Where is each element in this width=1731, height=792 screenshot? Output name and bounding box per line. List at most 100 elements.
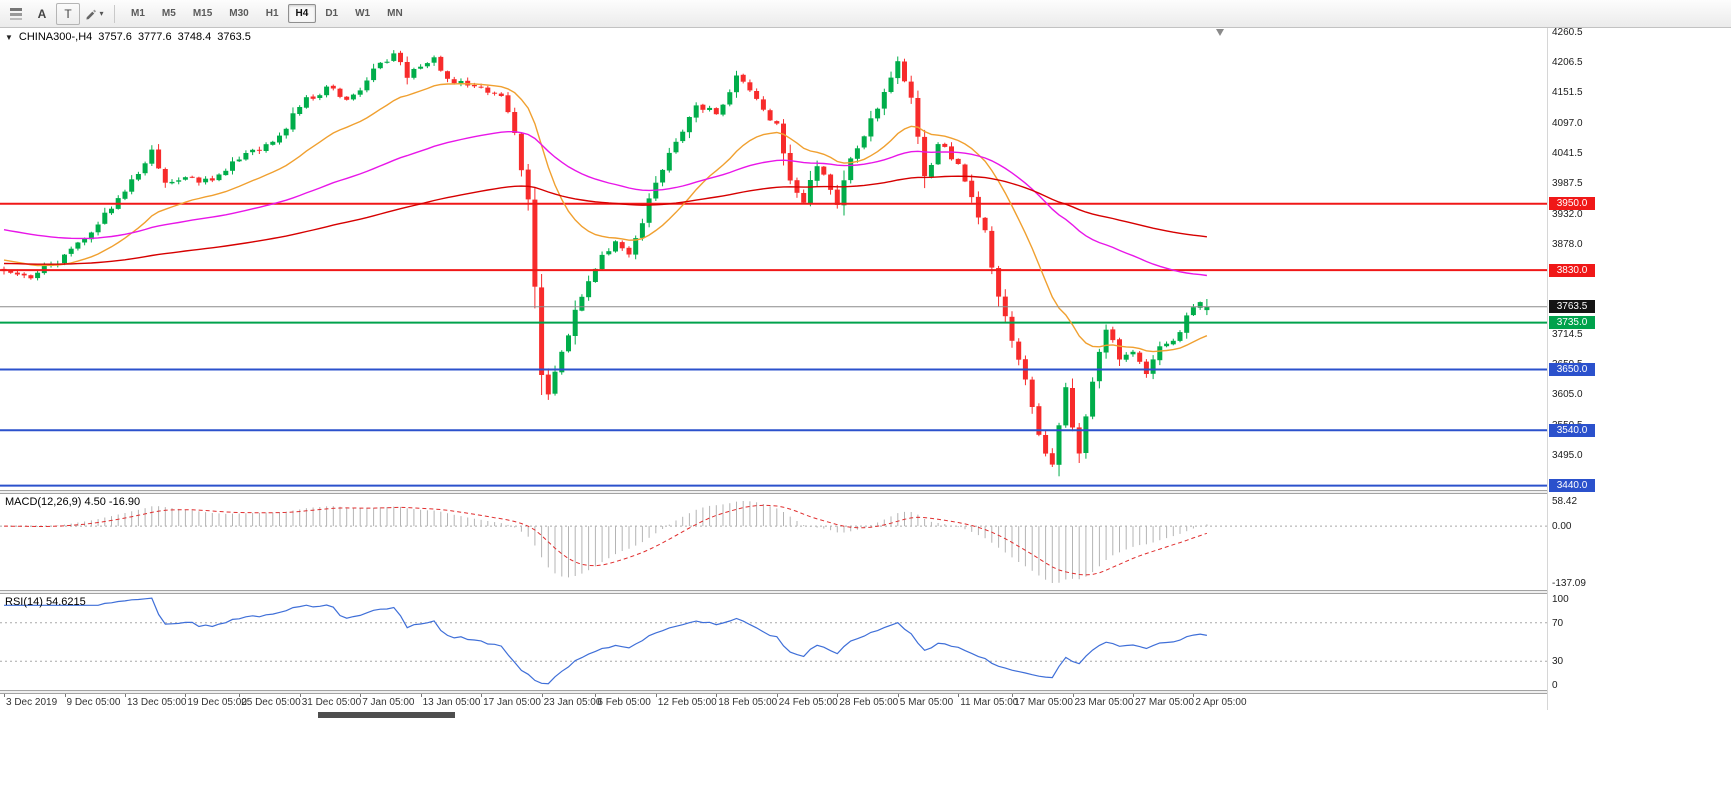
- rsi-scale-label: 70: [1552, 617, 1564, 629]
- time-axis-label: 18 Feb 05:00: [718, 697, 778, 708]
- ohlc-high-value: 3777.6: [137, 31, 172, 43]
- time-axis-label: 6 Feb 05:00: [597, 697, 651, 708]
- time-axis-tick: [958, 694, 960, 697]
- panel-separator[interactable]: [0, 490, 1592, 494]
- chart-grid-icon: [10, 7, 22, 20]
- price-level-badge: 3440.0: [1549, 479, 1595, 493]
- time-axis-tick: [185, 694, 187, 697]
- price-tick-label: 4041.5: [1552, 148, 1583, 160]
- cursor-tool-label: A: [37, 6, 47, 21]
- horizontal-scrollbar-thumb[interactable]: [318, 712, 455, 718]
- macd-scale-label: -137.09: [1552, 578, 1586, 589]
- ohlc-low-value: 3748.4: [177, 31, 212, 43]
- time-axis[interactable]: 3 Dec 2019 9 Dec 05:00 13 Dec 05:00 19 Dec …: [0, 694, 1592, 710]
- time-axis-label: 11 Mar 05:00: [960, 697, 1019, 708]
- time-axis-label: 19 Dec 05:00: [187, 697, 247, 708]
- time-axis-label: 17 Mar 05:00: [1014, 697, 1073, 708]
- price-tick-label: 4151.5: [1552, 87, 1583, 99]
- time-axis-label: 5 Mar 05:00: [899, 697, 954, 708]
- text-tool-label: T: [64, 6, 72, 21]
- price-tick-label: 3605.0: [1552, 389, 1583, 401]
- ohlc-close-value: 3763.5: [217, 31, 251, 43]
- timeframe-d1-button[interactable]: D1: [325, 8, 339, 19]
- time-axis-tick: [776, 694, 778, 697]
- price-tick-label: 3714.5: [1552, 328, 1583, 340]
- rsi-scale-label: 30: [1552, 656, 1564, 668]
- price-tick-label: 4206.5: [1552, 56, 1583, 68]
- symbol-collapse-icon[interactable]: ▼: [5, 32, 13, 42]
- timeframe-m5-button[interactable]: M5: [161, 8, 176, 19]
- macd-indicator-panel[interactable]: MACD(12,26,9) 4.50 -16.90: [0, 494, 1547, 590]
- time-axis-label: 25 Dec 05:00: [241, 697, 301, 708]
- timeframe-m30-button[interactable]: M30: [229, 8, 249, 19]
- rsi-plot: [0, 597, 1547, 685]
- time-axis-tick: [299, 694, 301, 697]
- price-tick-label: 4097.0: [1552, 117, 1583, 129]
- price-tick-label: 3987.5: [1552, 178, 1583, 189]
- macd-indicator-label: MACD(12,26,9) 4.50 -16.90: [5, 496, 141, 508]
- time-axis-tick: [897, 694, 899, 697]
- time-axis-tick: [541, 694, 543, 697]
- price-level-badge: 3735.0: [1549, 316, 1595, 330]
- symbol-timeframe-label: CHINA300-,H4: [18, 31, 93, 43]
- time-axis-label: 23 Mar 05:00: [1074, 697, 1134, 708]
- price-tick-label: 3495.0: [1552, 450, 1583, 462]
- time-axis-tick: [4, 694, 5, 697]
- panel-separator[interactable]: [0, 690, 1592, 694]
- time-axis-label: 13 Dec 05:00: [127, 697, 187, 708]
- time-axis-tick: [1133, 694, 1134, 697]
- time-axis-label: 13 Jan 05:00: [422, 697, 481, 708]
- time-axis-label: 31 Dec 05:00: [301, 697, 362, 708]
- price-level-badge: 3540.0: [1549, 423, 1595, 437]
- rsi-indicator-panel[interactable]: RSI(14) 54.6215: [0, 594, 1547, 690]
- price-level-badge: 3950.0: [1549, 197, 1595, 211]
- timeframe-h4-button[interactable]: H4: [287, 4, 317, 23]
- time-axis-tick: [595, 694, 597, 697]
- chart-shift-marker-icon[interactable]: [1216, 29, 1224, 36]
- timeframe-mn-button[interactable]: MN: [387, 8, 403, 19]
- time-axis-label: 2 Apr 05:00: [1195, 697, 1247, 708]
- timeframe-h1-button[interactable]: H1: [265, 8, 279, 19]
- timeframe-m15-button[interactable]: M15: [192, 8, 213, 19]
- panel-separator[interactable]: [0, 590, 1592, 594]
- pencil-icon: [86, 9, 97, 20]
- time-axis-tick: [1072, 694, 1074, 697]
- time-axis-label: 27 Mar 05:00: [1135, 697, 1194, 708]
- price-tick-label: 3932.0: [1552, 208, 1583, 220]
- chart-ohlc-header: ▼ CHINA300-,H4 3757.6 3777.6 3748.4 3763…: [5, 31, 251, 43]
- time-axis-label: 24 Feb 05:00: [778, 697, 838, 708]
- text-tool-button[interactable]: T: [56, 2, 80, 25]
- price-tick-label: 3878.0: [1552, 238, 1583, 250]
- time-axis-tick: [64, 694, 66, 697]
- cursor-tool-button[interactable]: A: [30, 3, 54, 25]
- time-axis-label: 17 Jan 05:00: [483, 697, 541, 708]
- time-axis-label: 7 Jan 05:00: [362, 697, 415, 708]
- time-axis-tick: [837, 694, 839, 697]
- time-axis-label: 23 Jan 05:00: [543, 697, 602, 708]
- rsi-scale-label: 100: [1552, 594, 1569, 605]
- price-tick-label: 4260.5: [1552, 27, 1583, 39]
- ohlc-open-value: 3757.6: [98, 31, 132, 43]
- time-axis-label: 9 Dec 05:00: [66, 697, 121, 708]
- timeframe-w1-button[interactable]: W1: [355, 8, 371, 19]
- time-axis-tick: [1012, 694, 1013, 697]
- time-axis-tick: [655, 694, 657, 697]
- macd-scale-label: 58.42: [1552, 496, 1578, 507]
- time-axis-tick: [125, 694, 126, 697]
- main-price-panel[interactable]: ▼ CHINA300-,H4 3757.6 3777.6 3748.4 3763…: [0, 28, 1547, 490]
- candlestick-plot: [0, 50, 1547, 487]
- price-scale[interactable]: 4260.5 4206.5 4151.5 4097.0 4041.5 3987.5 3932…: [1547, 27, 1595, 710]
- timeframe-button-group: M1 M5 M15 M30 H1 H4 D1 W1 MN: [123, 4, 411, 23]
- chart-windows-button[interactable]: [4, 3, 28, 25]
- time-axis-tick: [239, 694, 241, 697]
- draw-tool-button[interactable]: ▾: [82, 3, 106, 25]
- current-price-badge: 3763.5: [1549, 300, 1595, 314]
- rsi-scale-label: 0: [1552, 680, 1558, 691]
- price-level-badge: 3650.0: [1549, 363, 1595, 377]
- chart-window: ▼ CHINA300-,H4 3757.6 3777.6 3748.4 3763…: [0, 27, 1731, 792]
- draw-tool-caret-icon: ▾: [99, 9, 104, 18]
- timeframe-m1-button[interactable]: M1: [131, 8, 145, 19]
- macd-plot: [0, 501, 1547, 583]
- time-axis-label: 3 Dec 2019: [6, 697, 58, 708]
